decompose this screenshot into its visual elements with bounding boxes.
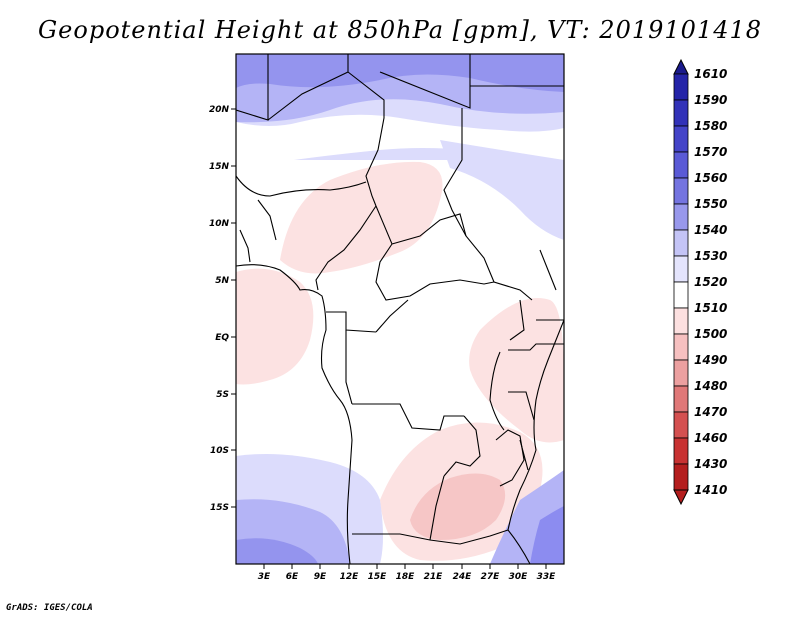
lat-label: 20N [209,105,230,115]
lat-axis: 20N 15N 10N 5N EQ 5S 10S 15S [209,105,236,513]
lat-label: EQ [215,333,229,343]
colorbar-swatch [673,177,689,205]
colorbar: 1610 1590 1580 1570 1560 1550 1540 1530 1520 1510… [673,58,727,506]
lat-label: 10N [209,219,230,229]
colorbar-swatch [673,229,689,257]
colorbar-swatch [673,203,689,231]
lat-label: 5N [215,276,229,286]
colorbar-label: 1590 [694,93,727,107]
colorbar-label: 1520 [694,275,727,289]
colorbar-swatch [673,281,689,309]
lon-label: 9E [314,572,327,582]
height-field [236,54,564,564]
colorbar-label: 1560 [694,171,727,185]
colorbar-swatch [673,437,689,465]
colorbar-label: 1510 [694,301,727,315]
lat-label: 15N [209,162,230,172]
colorbar-swatch [673,255,689,283]
borders [236,54,564,564]
lon-label: 15E [368,572,388,582]
colorbar-label: 1610 [694,67,727,81]
pink-east [469,298,564,443]
lat-label: 5S [216,390,229,400]
lon-label: 6E [286,572,299,582]
colorbar-label: 1530 [694,249,727,263]
colorbar-swatch [673,125,689,153]
coastline-west [236,264,353,564]
colorbar-bottom-triangle [673,489,689,506]
lon-label: 12E [340,572,360,582]
pink-south-core [410,473,506,540]
lon-label: 33E [537,572,557,582]
lon-label: 27E [481,572,501,582]
map-title: Geopotential Height at 850hPa [gpm], VT:… [38,16,762,44]
lon-axis: 3E 6E 9E 12E 15E 18E 21E 24E 27E 30E 33E [258,564,556,582]
colorbar-label: 1570 [694,145,727,159]
colorbar-label: 1580 [694,119,727,133]
lon-label: 18E [396,572,416,582]
lon-label: 24E [453,572,473,582]
colorbar-swatch [673,333,689,361]
lon-label: 3E [258,572,271,582]
colorbar-label: 1500 [694,327,727,341]
map-frame [235,53,565,565]
colorbar-swatch [673,463,689,491]
pink-gulf [236,268,314,385]
colorbar-label: 1460 [694,431,727,445]
colorbar-swatch [673,359,689,387]
colorbar-swatch [673,307,689,335]
grads-credit: GrADS: IGES/COLA [6,603,93,613]
colorbar-swatch [673,151,689,179]
colorbar-label: 1550 [694,197,727,211]
north-blue-strong [236,54,564,92]
colorbar-swatch [673,99,689,127]
colorbar-label: 1430 [694,457,727,471]
lat-label: 15S [210,503,229,513]
lat-label: 10S [210,446,229,456]
colorbar-label: 1410 [694,483,727,497]
colorbar-swatch [673,385,689,413]
colorbar-label: 1490 [694,353,727,367]
colorbar-label: 1480 [694,379,727,393]
colorbar-top-triangle [673,58,689,75]
colorbar-swatch [673,411,689,439]
colorbar-label: 1540 [694,223,727,237]
colorbar-label: 1470 [694,405,727,419]
colorbar-swatch [673,73,689,101]
lon-label: 21E [424,572,444,582]
lon-label: 30E [509,572,529,582]
